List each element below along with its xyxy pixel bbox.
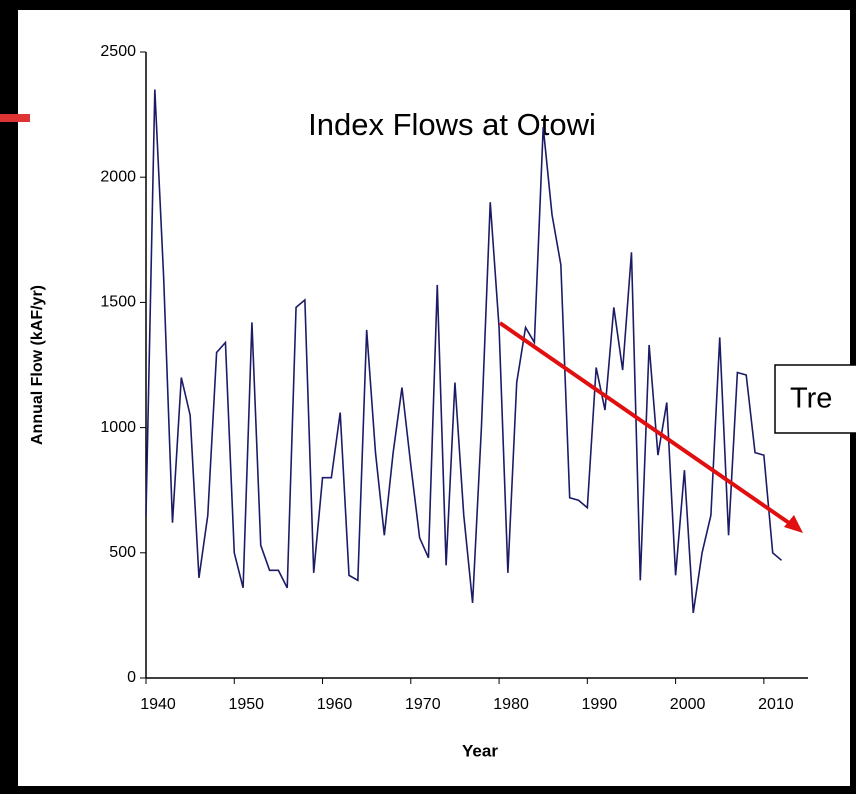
- chart-title: Index Flows at Otowi: [308, 107, 596, 142]
- data-line: [145, 89, 783, 614]
- x-tick-label: 2000: [670, 696, 706, 713]
- y-tick-label: 1000: [100, 419, 136, 436]
- arrow-head: [784, 515, 803, 533]
- y-tick-label: 500: [109, 544, 136, 561]
- y-tick-label: 0: [127, 669, 136, 686]
- y-axis-label: Annual Flow (kAF/yr): [29, 285, 46, 445]
- x-tick-label: 1960: [317, 696, 353, 713]
- x-tick-label: 1970: [405, 696, 441, 713]
- x-tick-label: 1940: [140, 696, 176, 713]
- trend-arrow: [498, 321, 794, 527]
- x-tick-label: 2010: [758, 696, 794, 713]
- x-tick-label: 1980: [493, 696, 529, 713]
- y-tick-label: 2000: [100, 168, 136, 185]
- y-tick-label: 1500: [100, 294, 136, 311]
- annotation-box: [774, 364, 856, 434]
- annotation: Tre: [790, 383, 832, 415]
- x-tick-label: 1990: [582, 696, 618, 713]
- y-tick-label: 2500: [100, 43, 136, 60]
- x-tick-label: 1950: [228, 696, 264, 713]
- x-axis-label: Year: [462, 741, 498, 760]
- red-mark: [0, 114, 30, 122]
- plot: 0 500 1000 1500 2000 2500 1940 1950 1960 1970 1980…: [100, 43, 808, 713]
